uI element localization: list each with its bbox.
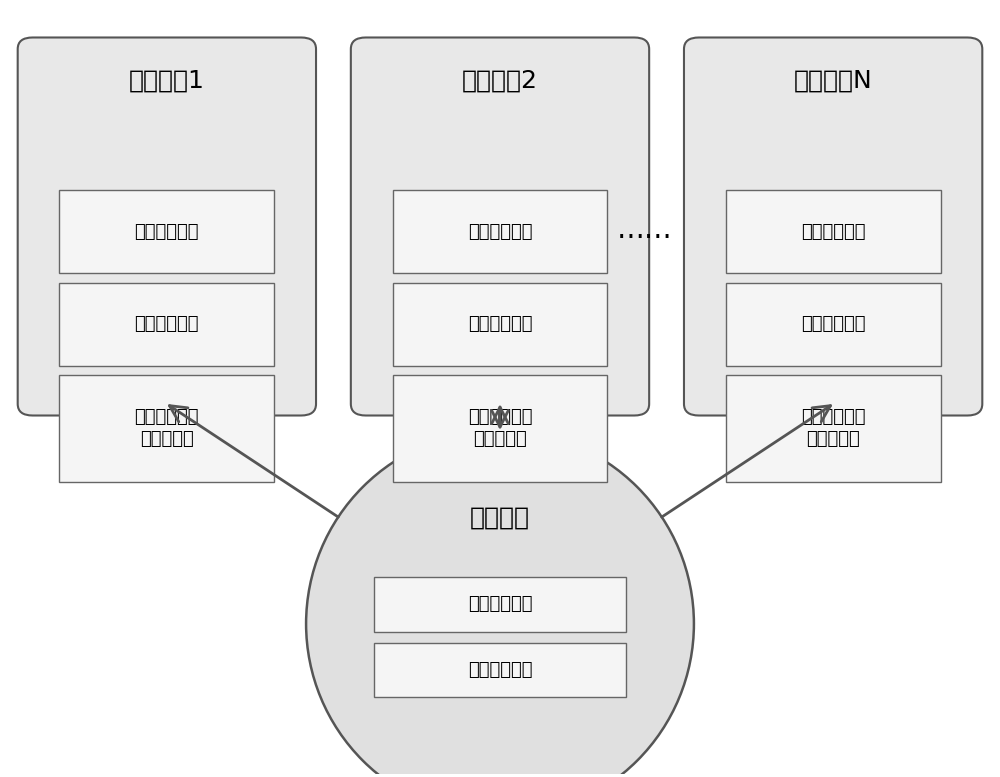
FancyBboxPatch shape [351,37,649,416]
FancyBboxPatch shape [726,283,941,366]
Text: 同步维护工具: 同步维护工具 [468,661,532,679]
Text: 校验通知服务: 校验通知服务 [468,315,532,333]
Text: 源端抽取服务: 源端抽取服务 [135,223,199,241]
Text: 告警同步策略
与映射服务: 告警同步策略 与映射服务 [801,408,865,448]
Text: 配网主站: 配网主站 [470,505,530,529]
FancyBboxPatch shape [393,283,607,366]
FancyBboxPatch shape [59,190,274,274]
FancyBboxPatch shape [374,643,626,698]
Text: 地市源端2: 地市源端2 [462,68,538,92]
Text: 告警同步策略
与映射服务: 告警同步策略 与映射服务 [135,408,199,448]
Text: 校验通知服务: 校验通知服务 [135,315,199,333]
Text: 告警同步策略
与映射服务: 告警同步策略 与映射服务 [468,408,532,448]
FancyBboxPatch shape [18,37,316,416]
FancyBboxPatch shape [684,37,982,416]
FancyBboxPatch shape [374,577,626,632]
FancyBboxPatch shape [59,283,274,366]
Text: 源端抽取服务: 源端抽取服务 [468,223,532,241]
FancyBboxPatch shape [393,375,607,482]
FancyBboxPatch shape [393,190,607,274]
FancyBboxPatch shape [59,375,274,482]
Text: 地市源端N: 地市源端N [794,68,873,92]
Text: 源端抽取服务: 源端抽取服务 [801,223,865,241]
Ellipse shape [306,430,694,777]
Text: 校验通知服务: 校验通知服务 [801,315,865,333]
Text: ……: …… [616,216,672,244]
FancyBboxPatch shape [726,375,941,482]
Text: 地市源端1: 地市源端1 [129,68,205,92]
FancyBboxPatch shape [726,190,941,274]
Text: 解析处理服务: 解析处理服务 [468,595,532,613]
